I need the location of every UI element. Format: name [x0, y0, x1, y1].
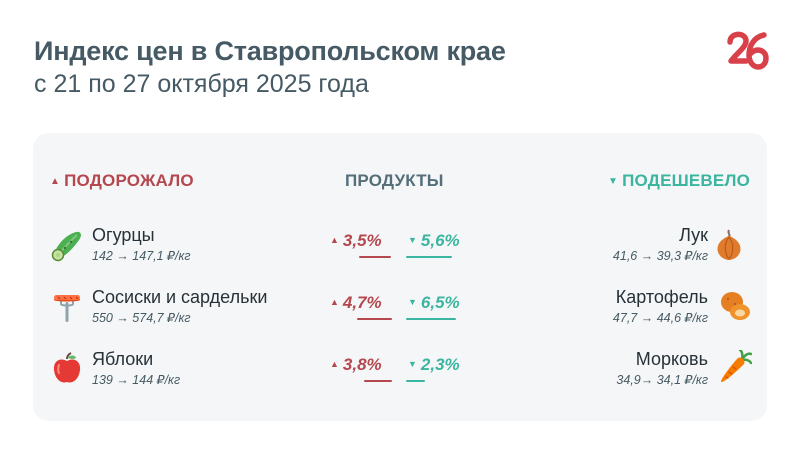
column-header-up: ▲ ПОДОРОЖАЛО: [50, 171, 194, 190]
page-subtitle: с 21 по 27 октября 2025 года: [34, 70, 369, 98]
change-down-bar: [406, 380, 425, 382]
product-name: Сосиски и сардельки: [92, 287, 268, 307]
triangle-up-icon: ▲: [330, 359, 339, 369]
product-price: 142 → 147,1 ₽/кг: [92, 249, 191, 263]
triangle-down-icon: ▼: [608, 176, 619, 187]
change-up-value: ▲ 3,8%: [330, 355, 382, 374]
list-item-down-3: Морковь 34,9→ 34,1 ₽/кг: [0, 346, 800, 396]
logo-26-icon: [727, 31, 769, 70]
list-item-up-2: Сосиски и сардельки 550 → 574,7 ₽/кг: [0, 284, 800, 334]
price-panel: [33, 133, 767, 421]
product-name: Лук: [679, 225, 708, 245]
change-down-value: ▼ 5,6%: [408, 231, 460, 250]
triangle-down-icon: ▼: [408, 235, 417, 245]
change-down-bar: [406, 256, 452, 258]
page-title: Индекс цен в Ставропольском крае: [34, 36, 506, 66]
triangle-up-icon: ▲: [330, 235, 339, 245]
change-up-value: ▲ 3,5%: [330, 231, 382, 250]
product-price: 34,9→ 34,1 ₽/кг: [616, 373, 708, 387]
column-header-down: ▼ ПОДЕШЕВЕЛО: [608, 171, 750, 190]
triangle-up-icon: ▲: [330, 297, 339, 307]
change-up-bar: [364, 380, 392, 382]
column-header-products: ПРОДУКТЫ: [345, 171, 444, 190]
list-item-down-1: Лук 41,6 → 39,3 ₽/кг: [0, 222, 800, 272]
list-item-down-2: Картофель 47,7 → 44,6 ₽/кг: [0, 284, 800, 334]
apple-icon: [53, 352, 81, 383]
change-up-value: ▲ 4,7%: [330, 293, 382, 312]
product-price: 139 → 144 ₽/кг: [92, 373, 181, 387]
triangle-up-icon: ▲: [50, 176, 61, 187]
sausage-fork-icon: [54, 295, 80, 322]
product-price: 47,7 → 44,6 ₽/кг: [612, 311, 708, 325]
product-name: Морковь: [635, 349, 708, 369]
list-item-up-1: Огурцы 142 → 147,1 ₽/кг: [0, 222, 800, 272]
change-down-value: ▼ 2,3%: [408, 355, 460, 374]
change-down-value: ▼ 6,5%: [408, 293, 460, 312]
triangle-down-icon: ▼: [408, 359, 417, 369]
product-price: 41,6 → 39,3 ₽/кг: [612, 249, 708, 263]
product-name: Картофель: [615, 287, 708, 307]
product-name: Яблоки: [92, 349, 154, 369]
change-up-bar: [359, 256, 391, 258]
potato-icon: [721, 292, 750, 320]
change-up-bar: [357, 318, 392, 320]
cucumber-icon: [51, 231, 81, 262]
product-price: 550 → 574,7 ₽/кг: [92, 311, 191, 325]
onion-icon: [717, 229, 741, 260]
change-down-bar: [406, 318, 456, 320]
list-item-up-3: Яблоки 139 → 144 ₽/кг: [0, 346, 800, 396]
product-name: Огурцы: [92, 225, 155, 245]
triangle-down-icon: ▼: [408, 297, 417, 307]
carrot-icon: [720, 350, 752, 383]
